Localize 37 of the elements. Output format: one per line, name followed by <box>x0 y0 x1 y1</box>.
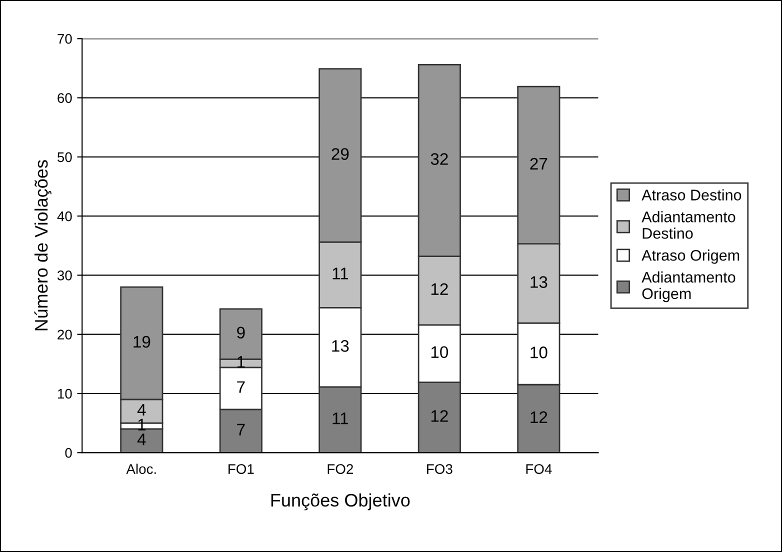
legend-label: Atraso Origem <box>642 250 740 264</box>
data-label: 32 <box>430 153 448 165</box>
y-axis-title: Número de Violações <box>34 160 52 330</box>
y-tick-label: 0 <box>65 448 72 458</box>
data-label: 7 <box>237 424 245 436</box>
data-label: 9 <box>237 326 245 339</box>
data-label: 10 <box>431 346 448 358</box>
y-tick-label: 30 <box>57 270 72 280</box>
data-label: 12 <box>431 283 448 295</box>
data-label: 13 <box>332 340 349 352</box>
data-label: 4 <box>137 434 146 446</box>
data-label: 13 <box>530 276 548 288</box>
data-label: 10 <box>530 346 548 358</box>
data-label: 27 <box>530 158 548 170</box>
data-label: 11 <box>332 268 348 280</box>
x-tick-label: FO3 <box>427 464 452 474</box>
legend-label: Adiantamento Destino <box>642 211 736 239</box>
y-tick-label: 70 <box>58 34 72 44</box>
y-tick-label: 50 <box>57 152 72 162</box>
data-label: 29 <box>332 148 349 160</box>
data-label: 12 <box>530 411 548 423</box>
y-tick-label: 10 <box>58 388 72 399</box>
x-tick-label: FO2 <box>328 464 353 474</box>
legend-label: Adiantamento Origem <box>642 271 736 302</box>
x-tick-label: Aloc. <box>126 464 156 474</box>
data-label: 11 <box>332 412 348 424</box>
x-tick-label: FO4 <box>526 464 552 474</box>
data-label: 12 <box>431 410 448 422</box>
data-label: 7 <box>237 381 245 393</box>
y-tick-label: 40 <box>57 211 72 222</box>
data-label: 19 <box>134 336 150 348</box>
legend-label: Atraso Destino <box>642 189 742 200</box>
x-axis-title: Funções Objetivo <box>271 493 410 510</box>
y-tick-label: 60 <box>58 93 72 103</box>
x-tick-label: FO1 <box>228 464 254 474</box>
data-label: 4 <box>137 404 146 416</box>
y-tick-label: 20 <box>58 330 72 340</box>
